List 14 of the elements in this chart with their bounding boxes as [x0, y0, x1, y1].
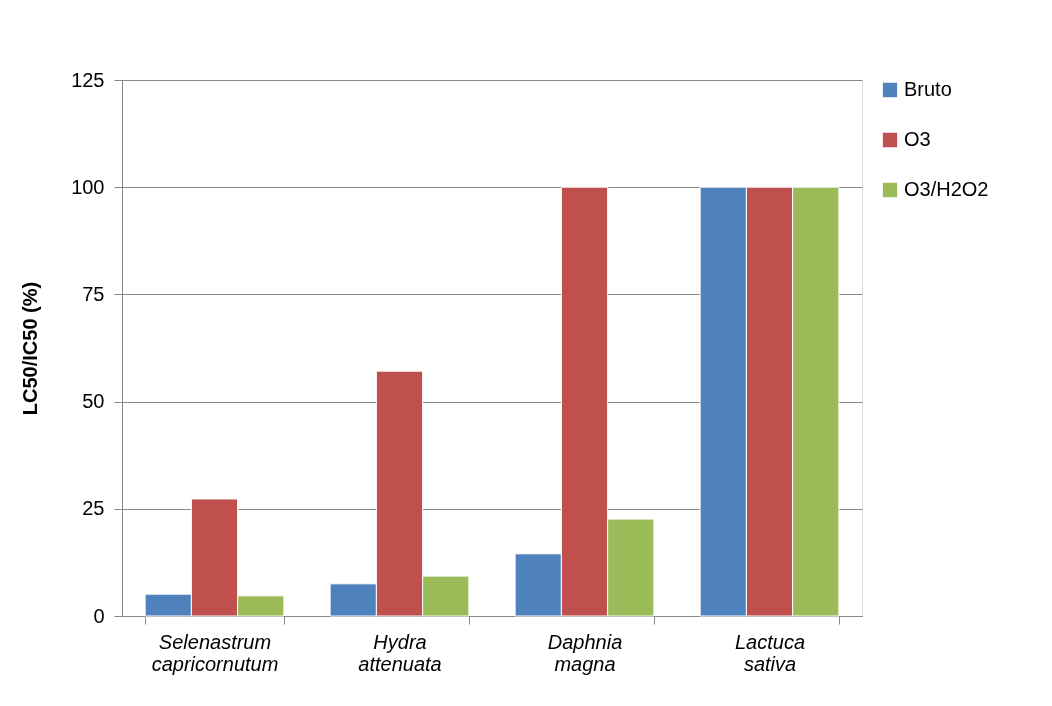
x-tick-label: Lactuca sativa — [734, 630, 806, 675]
y-tick-label: 100 — [71, 175, 105, 198]
y-tick-label: 0 — [93, 604, 105, 627]
legend-label: Bruto — [904, 78, 952, 100]
y-axis-title: LC50/IC50 (%) — [19, 281, 42, 416]
x-tick-label: Daphnia magna — [547, 630, 623, 675]
x-tick-label: Selenastrum capricornutum — [151, 630, 279, 675]
y-tick-label: 75 — [82, 282, 105, 305]
legend-label: O3 — [904, 128, 931, 150]
y-tick-label: 25 — [82, 497, 105, 520]
x-tick-label: Hydra attenuata — [358, 630, 442, 675]
y-tick-label: 125 — [71, 68, 105, 91]
legend-label: O3/H2O2 — [904, 178, 989, 200]
y-tick-label: 50 — [82, 390, 105, 413]
